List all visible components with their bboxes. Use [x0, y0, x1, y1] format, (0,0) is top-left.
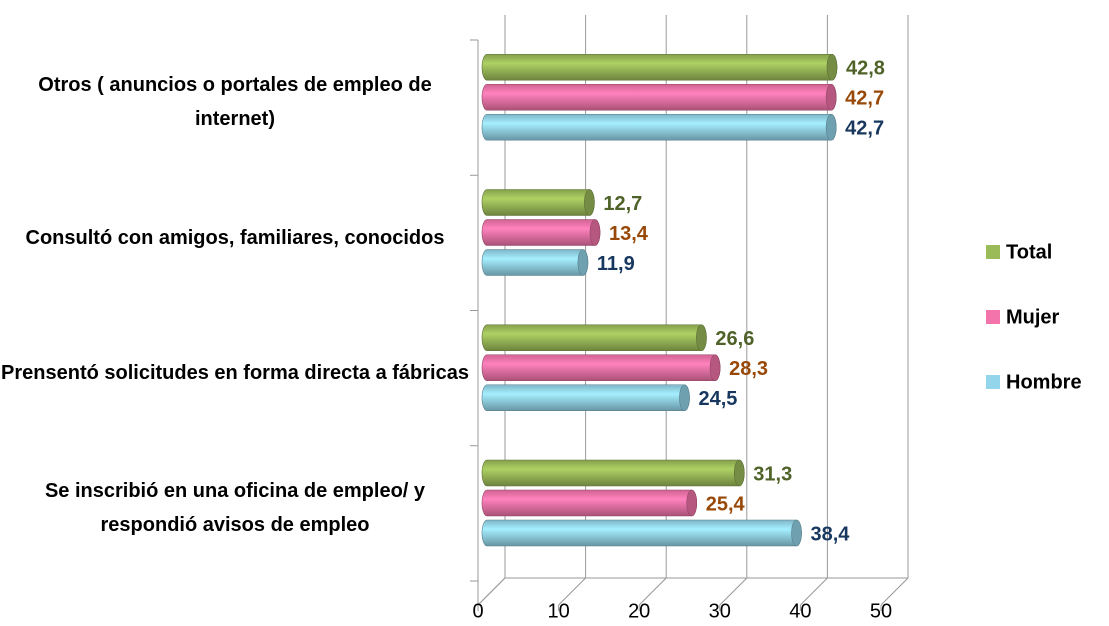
legend-label: Mujer [1006, 306, 1060, 328]
value-label: 38,4 [811, 523, 851, 545]
bar [481, 324, 707, 352]
value-label: 28,3 [729, 358, 768, 380]
legend-swatch [986, 245, 1000, 259]
bar-cap [709, 354, 721, 382]
legend-swatch [986, 310, 1000, 324]
value-label: 42,7 [845, 118, 884, 140]
x-tick-label: 20 [628, 600, 650, 622]
bar [481, 384, 690, 412]
bar-cap [791, 519, 802, 547]
bar-cap [696, 324, 707, 352]
bar [481, 354, 721, 382]
value-label: 26,6 [715, 328, 754, 350]
grid-line [800, 15, 828, 606]
value-label: 42,7 [845, 88, 884, 110]
bar-cap [589, 219, 601, 246]
legend-label: Total [1006, 241, 1052, 263]
bar [481, 53, 838, 81]
category-label: Otros ( anuncios o portales de empleo de… [38, 74, 432, 131]
value-label: 12,7 [603, 193, 642, 215]
value-label: 42,8 [846, 58, 885, 80]
legend-swatch [986, 375, 1000, 389]
category-label: Consultó con amigos, familiares, conocid… [25, 226, 445, 249]
bar-cap [825, 113, 837, 141]
bar-cap [679, 384, 690, 412]
value-label: 11,9 [597, 253, 635, 275]
x-tick-label: 30 [709, 600, 731, 622]
bar-cap [686, 489, 698, 517]
bar [481, 219, 601, 246]
x-tick-label: 0 [472, 600, 483, 622]
bar-cap [584, 189, 595, 216]
grid-line [638, 15, 667, 606]
value-label: 25,4 [706, 493, 746, 515]
bar [481, 189, 595, 216]
bar-cap [577, 249, 589, 276]
bar-cap [826, 53, 838, 81]
bar [481, 519, 802, 547]
bar [481, 113, 837, 141]
value-label: 24,5 [698, 388, 737, 410]
bar [481, 83, 837, 111]
category-label: Prensentó solicitudes en forma directa a… [1, 361, 469, 384]
bar [481, 459, 745, 487]
x-tick-label: 10 [547, 600, 569, 622]
value-label: 13,4 [609, 223, 649, 245]
bar [481, 489, 698, 517]
value-label: 31,3 [753, 463, 792, 485]
bar-cap [733, 459, 745, 487]
x-tick-label: 40 [789, 600, 811, 622]
category-label: Se inscribió en una oficina de empleo/ y… [44, 480, 426, 536]
x-tick-label: 50 [870, 600, 892, 622]
grid-line [719, 15, 748, 606]
grid-line [880, 15, 909, 606]
bar-cap [825, 83, 837, 111]
legend-label: Hombre [1006, 371, 1082, 393]
bar [481, 249, 589, 276]
